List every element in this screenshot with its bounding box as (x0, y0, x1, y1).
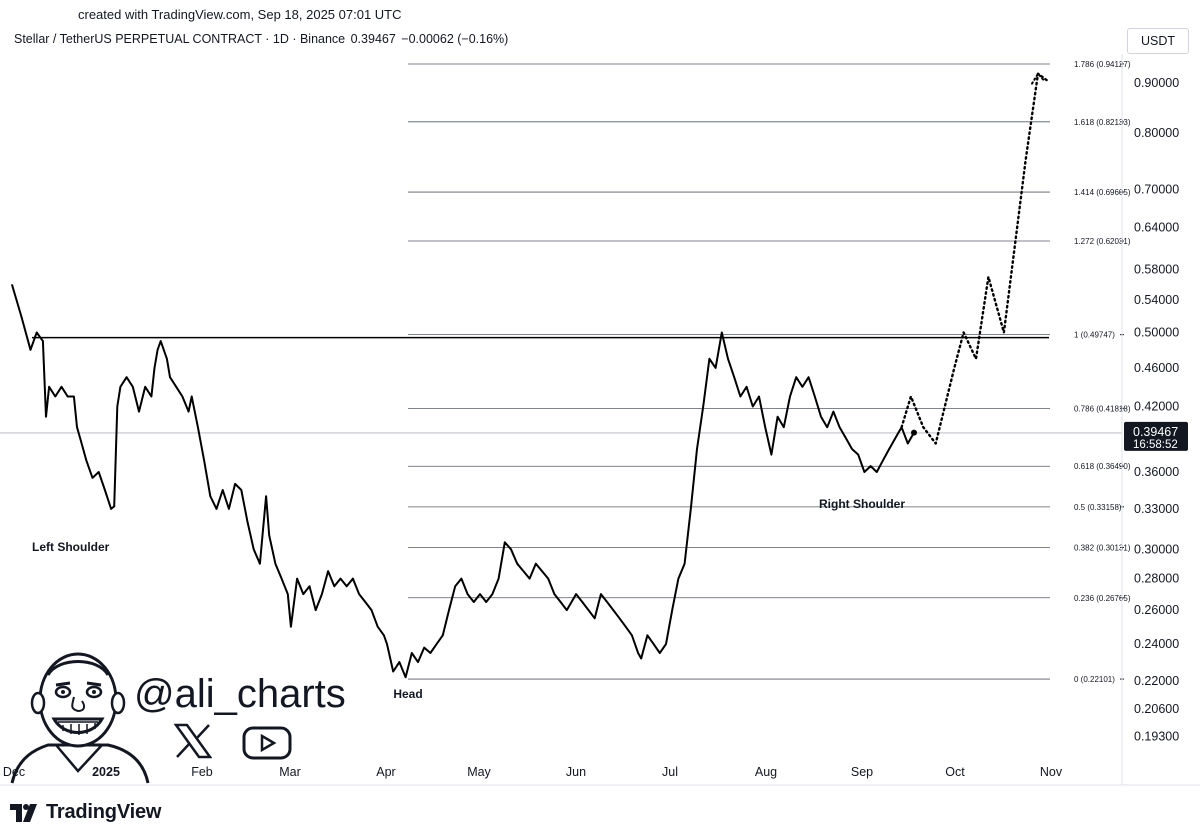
pattern-annotation: Left Shoulder (32, 540, 110, 554)
x-tick-label: May (467, 765, 491, 779)
x-tick-label: Jul (662, 765, 678, 779)
y-tick-label: 0.42000 (1134, 400, 1179, 414)
x-tick-label: 2025 (92, 765, 120, 779)
y-tick-label: 0.20600 (1134, 702, 1179, 716)
author-handle: @ali_charts (134, 672, 346, 716)
y-tick-label: 0.64000 (1134, 221, 1179, 235)
fib-level-label: 0.618 (0.36490) (1074, 462, 1131, 471)
current-point-marker (911, 429, 917, 436)
currency-button[interactable]: USDT (1127, 28, 1189, 54)
fib-level-label: 0.236 (0.26765) (1074, 594, 1131, 603)
x-icon[interactable] (174, 723, 212, 759)
x-tick-label: Feb (191, 765, 213, 779)
x-tick-label: Oct (945, 765, 965, 779)
y-tick-label: 0.70000 (1134, 183, 1179, 197)
last-price-readout: 0.39467 (350, 32, 396, 46)
y-tick-label: 0.28000 (1134, 572, 1179, 586)
y-tick-label: 0.19300 (1134, 730, 1179, 744)
y-tick-label: 0.22000 (1134, 674, 1179, 688)
y-tick-label: 0.36000 (1134, 465, 1179, 479)
y-tick-label: 0.58000 (1134, 263, 1179, 277)
last-price-badge (1124, 421, 1188, 451)
fib-level-label: 1.618 (0.82133) (1074, 118, 1131, 127)
tradingview-logo-icon (10, 803, 37, 822)
fib-level-label: 1.272 (0.62031) (1074, 237, 1131, 246)
cartoon-avatar-icon (10, 652, 150, 784)
fib-level-label: 0.786 (0.41818) (1074, 404, 1131, 413)
y-tick-label: 0.26000 (1134, 603, 1179, 617)
projection-path (900, 72, 1049, 445)
y-tick-label: 0.33000 (1134, 502, 1179, 516)
fib-level-label: 0 (0.22101) (1074, 675, 1115, 684)
y-tick-label: 0.54000 (1134, 293, 1179, 307)
x-tick-label: Sep (851, 765, 873, 779)
price-change-readout: −0.00062 (−0.16%) (401, 32, 509, 46)
symbol-header: Stellar / TetherUS PERPETUAL CONTRACT · … (14, 32, 510, 46)
y-tick-label: 0.90000 (1134, 76, 1179, 90)
tradingview-logo[interactable]: TradingView (10, 801, 161, 824)
pattern-annotation: Head (393, 687, 422, 701)
fib-level-label: 0.5 (0.33158) (1074, 503, 1122, 512)
fib-level-label: 1.414 (0.69605) (1074, 188, 1131, 197)
fib-level-label: 0.382 (0.30131) (1074, 543, 1131, 552)
x-tick-label: Aug (755, 765, 777, 779)
x-tick-label: Jun (566, 765, 586, 779)
fib-level-label: 1 (0.49747) (1074, 331, 1115, 340)
y-tick-label: 0.30000 (1134, 542, 1179, 556)
y-tick-label: 0.80000 (1134, 126, 1179, 140)
x-tick-label: Nov (1040, 765, 1063, 779)
x-tick-label: Apr (376, 765, 395, 779)
y-tick-label: 0.46000 (1134, 361, 1179, 375)
pattern-annotation: Right Shoulder (819, 497, 905, 511)
fib-level-label: 1.786 (0.94127) (1074, 60, 1131, 69)
x-tick-label: Mar (279, 765, 301, 779)
price-line-series (10, 284, 915, 679)
tradingview-watermark: created with TradingView.com, Sep 18, 20… (78, 7, 402, 22)
price-chart[interactable]: 1.786 (0.94127) 1.618 (0.82133) 1.414 (0.6… (0, 0, 1200, 790)
y-tick-label: 0.50000 (1134, 326, 1179, 340)
bar-countdown: 16:58:52 (1133, 439, 1178, 451)
x-tick-label: Dec (3, 765, 25, 779)
youtube-play-icon[interactable] (242, 725, 292, 761)
projection-arrow-head (1031, 71, 1046, 85)
tradingview-logo-text: TradingView (46, 801, 162, 823)
symbol-title: Stellar / TetherUS PERPETUAL CONTRACT · … (14, 32, 346, 46)
last-price-badge-value: 0.39467 (1133, 425, 1178, 439)
y-tick-label: 0.24000 (1134, 637, 1179, 651)
